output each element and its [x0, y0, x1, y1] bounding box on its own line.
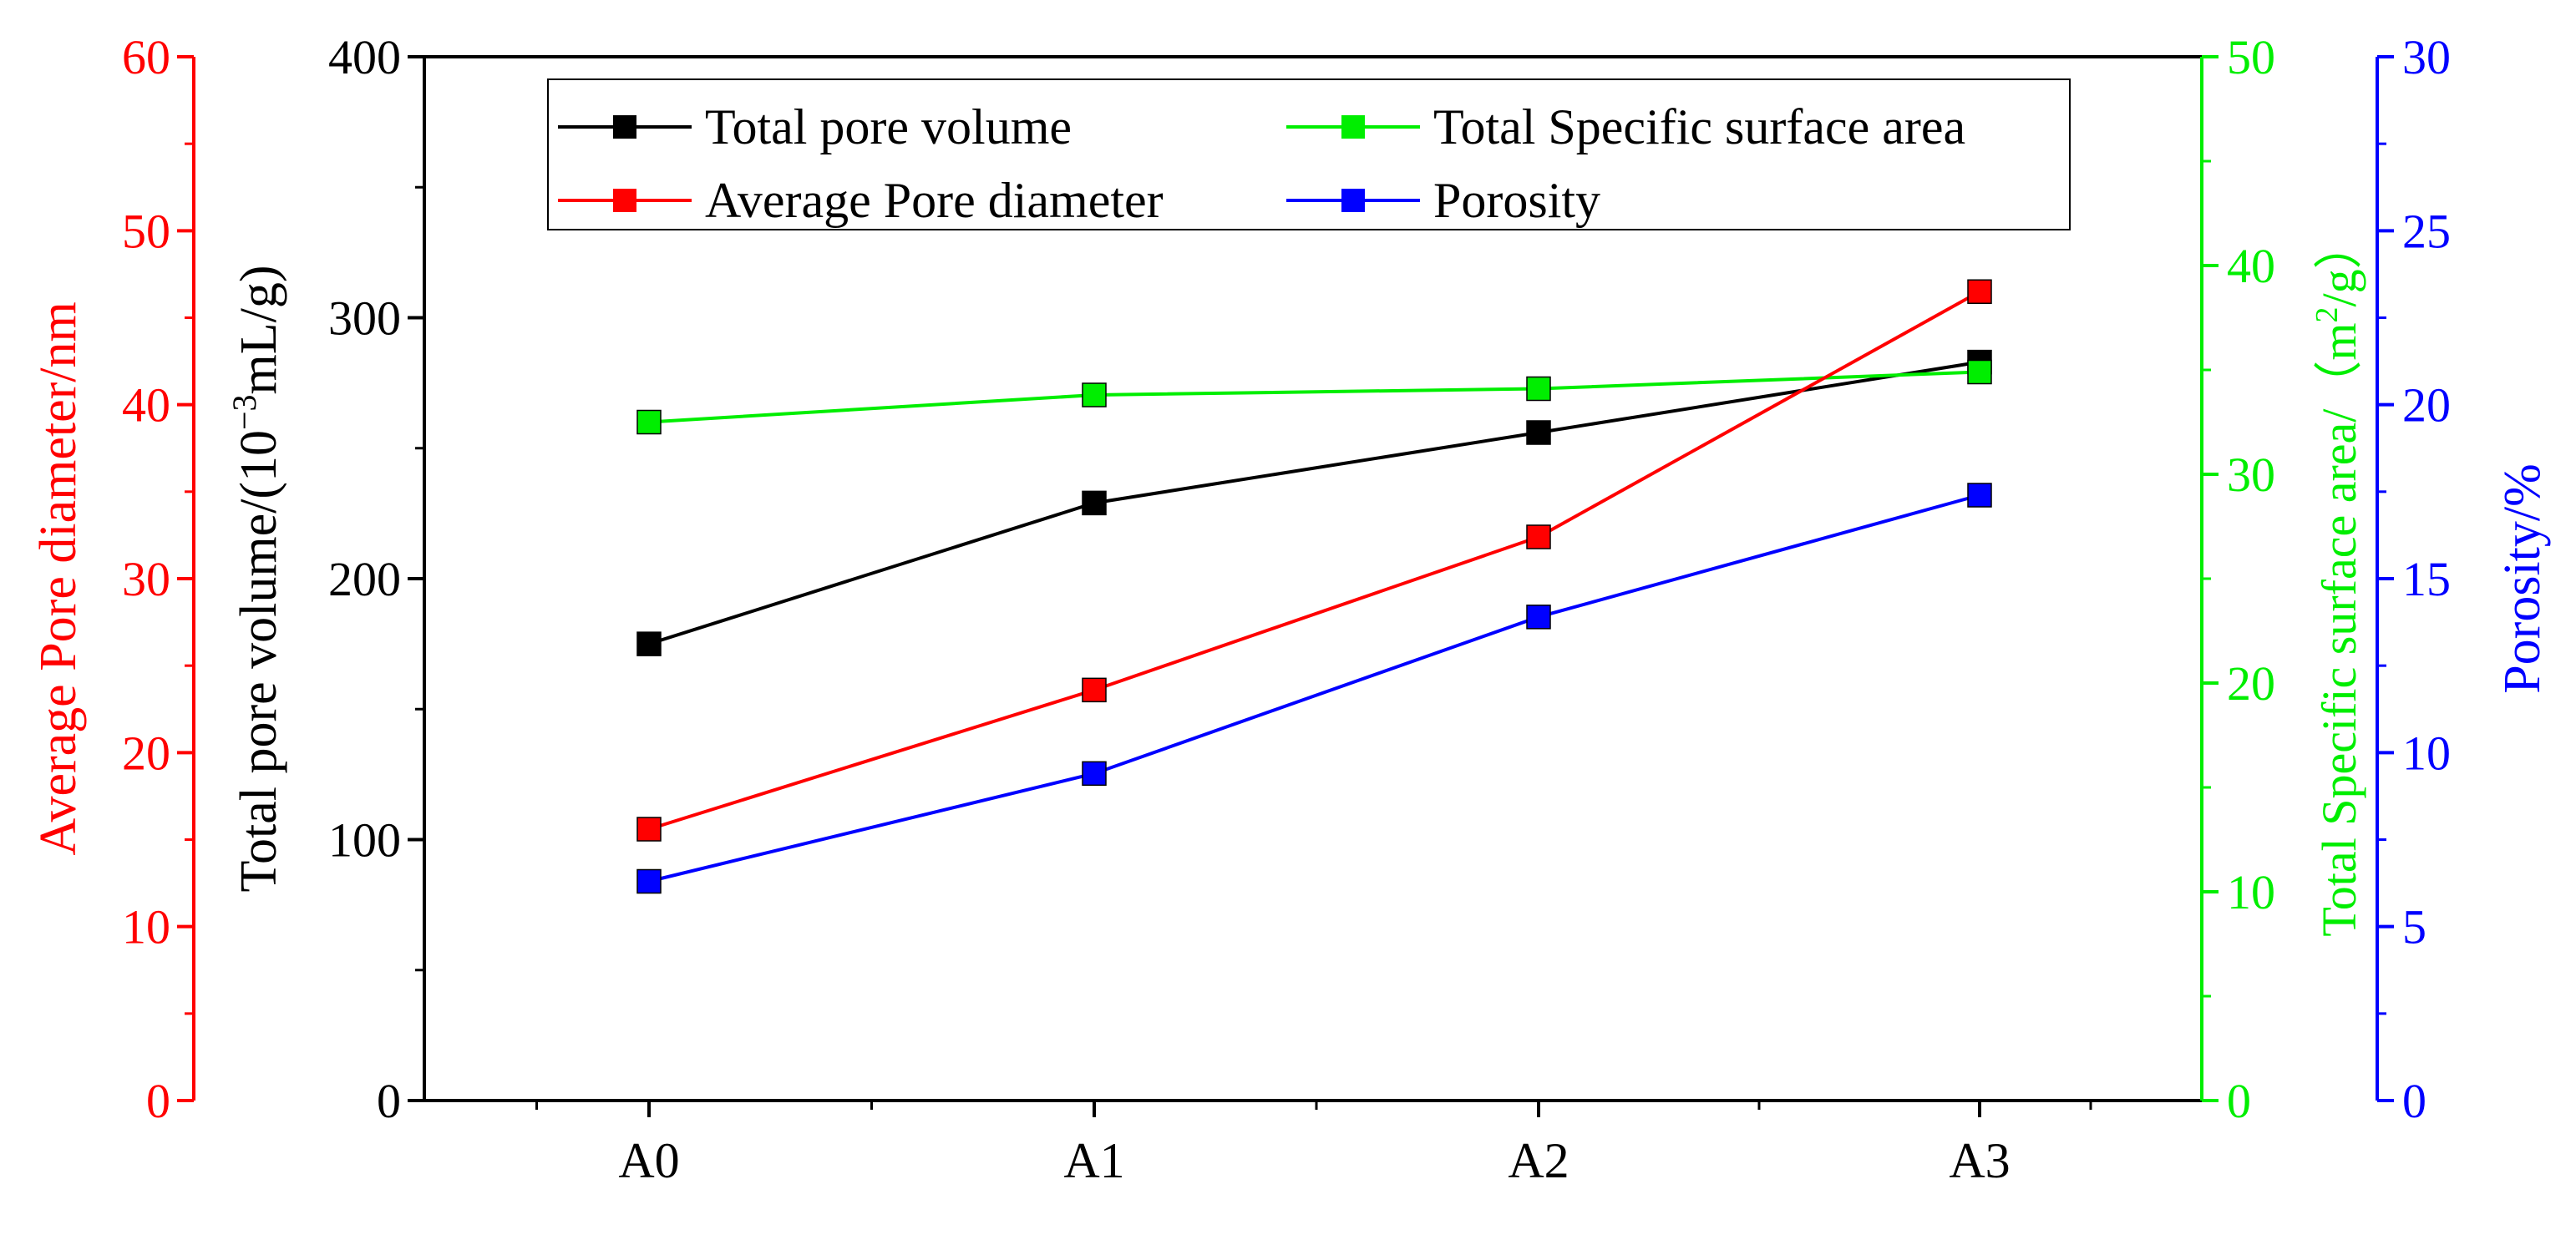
data-point [1967, 359, 1992, 385]
left-outer-tick-label: 0 [146, 1074, 170, 1128]
left-outer-tick-label: 10 [122, 900, 170, 954]
left-inner-axis-title: Total pore volume/(10−3mL/g) [226, 265, 287, 892]
right-outer-tick-label: 15 [2402, 552, 2451, 606]
data-point [1082, 382, 1107, 407]
left-inner-tick-label: 0 [377, 1074, 401, 1128]
data-point [1082, 490, 1107, 516]
x-tick-label: A2 [1508, 1133, 1569, 1188]
x-tick-label: A1 [1063, 1133, 1124, 1188]
legend-label: Total Specific surface area [1433, 99, 1965, 154]
left-outer-tick-label: 60 [122, 30, 170, 84]
right-inner-tick-label: 40 [2227, 239, 2275, 293]
right-outer-tick-label: 20 [2402, 378, 2451, 433]
left-outer-tick-label: 20 [122, 726, 170, 780]
data-point [1526, 376, 1551, 402]
right-inner-tick-label: 10 [2227, 865, 2275, 919]
legend-box [547, 78, 2071, 230]
legend-marker [613, 115, 636, 139]
legend-marker [613, 189, 636, 212]
legend-marker [1341, 189, 1365, 212]
left-inner-tick-label: 100 [328, 813, 401, 868]
series-group [636, 279, 1992, 894]
data-point [1526, 605, 1551, 630]
right-outer-tick-label: 5 [2402, 900, 2426, 954]
right-outer-tick-label: 10 [2402, 726, 2451, 780]
left-inner-tick-label: 400 [328, 30, 401, 84]
legend: Total pore volume Total Specific surface … [547, 78, 2071, 230]
right-outer-tick-label: 0 [2402, 1074, 2426, 1128]
series-line-0 [648, 360, 1980, 646]
data-point [636, 409, 662, 435]
left-inner-tick-label: 200 [328, 552, 401, 606]
data-point [636, 817, 662, 842]
right-outer-tick-label: 30 [2402, 30, 2451, 84]
legend-marker [1341, 115, 1365, 139]
data-point [1967, 279, 1992, 304]
right-inner-tick-label: 50 [2227, 30, 2275, 84]
legend-label: Porosity [1433, 173, 1600, 228]
legend-label: Average Pore diameter [705, 173, 1164, 228]
data-point [1967, 483, 1992, 508]
data-point [636, 631, 662, 656]
series-line-1 [648, 370, 1980, 424]
series-line-3 [648, 493, 1980, 883]
right-inner-tick-label: 0 [2227, 1074, 2251, 1128]
left-outer-tick-label: 30 [122, 552, 170, 606]
x-tick-label: A0 [618, 1133, 679, 1188]
data-point [636, 868, 662, 894]
data-point [1526, 420, 1551, 445]
x-tick-label: A3 [1949, 1133, 2010, 1188]
right-outer-tick-label: 25 [2402, 204, 2451, 258]
right-outer-axis-title: Porosity/% [2494, 463, 2551, 694]
left-inner-tick-label: 300 [328, 291, 401, 346]
right-inner-tick-label: 30 [2227, 448, 2275, 502]
left-outer-tick-label: 50 [122, 204, 170, 258]
right-inner-axis-title: Total Specific surface area/（m2/g） [2310, 220, 2366, 936]
data-point [1082, 677, 1107, 703]
data-point [1526, 524, 1551, 549]
left-outer-axis-title: Average Pore diameter/nm [30, 301, 87, 855]
series-line-2 [648, 290, 1980, 831]
right-inner-tick-label: 20 [2227, 656, 2275, 711]
axis-ticks: 0 10 20 30 40 50 60 0 100 200 300 400 0 10 20 30 40 50 0 5 1… [122, 30, 2451, 1188]
left-outer-tick-label: 40 [122, 378, 170, 433]
data-point [1082, 761, 1107, 787]
legend-label: Total pore volume [705, 99, 1072, 154]
